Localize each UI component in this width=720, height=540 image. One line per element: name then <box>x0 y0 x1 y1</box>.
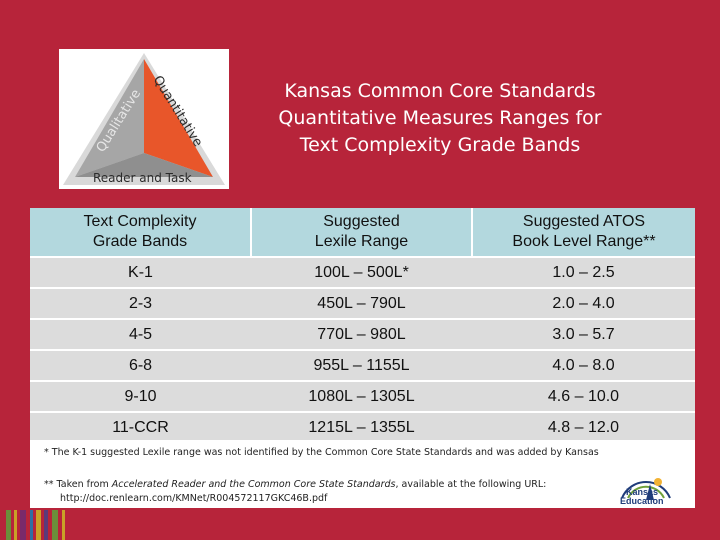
title-line-3: Text Complexity Grade Bands <box>299 134 581 156</box>
table-row: 2-3 450L – 790L 2.0 – 4.0 <box>30 288 695 320</box>
table-row: K-1 100L – 500L* 1.0 – 2.5 <box>30 257 695 289</box>
footnote-source-prefix: ** Taken from <box>44 479 112 490</box>
grade-band-cell: 2-3 <box>30 288 251 320</box>
grade-band-cell: K-1 <box>30 257 251 289</box>
atos-range-cell: 4.0 – 8.0 <box>472 350 695 382</box>
atos-range-cell: 1.0 – 2.5 <box>472 257 695 289</box>
grade-band-cell: 6-8 <box>30 350 251 382</box>
table-row: 9-10 1080L – 1305L 4.6 – 10.0 <box>30 381 695 413</box>
header-text: Suggested ATOS <box>522 213 646 230</box>
atos-range-cell: 2.0 – 4.0 <box>472 288 695 320</box>
table-row: 4-5 770L – 980L 3.0 – 5.7 <box>30 319 695 351</box>
kansas-seal-icon <box>621 478 671 500</box>
page-title: Kansas Common Core Standards Quantitativ… <box>250 78 630 159</box>
header-text: Book Level Range** <box>512 233 656 250</box>
footnote-source-url[interactable]: http://doc.renlearn.com/KMNet/R004572117… <box>60 493 328 504</box>
lexile-ranges-table: Text Complexity Grade Bands Suggested Le… <box>30 208 695 442</box>
lexile-range-cell: 100L – 500L* <box>251 257 472 289</box>
lexile-range-cell: 955L – 1155L <box>251 350 472 382</box>
kansas-logo-line-1: Kansas <box>626 487 659 497</box>
lexile-range-cell: 450L – 790L <box>251 288 472 320</box>
table-header-row: Text Complexity Grade Bands Suggested Le… <box>30 208 695 258</box>
decorative-stripes <box>0 510 130 540</box>
grade-band-cell: 9-10 <box>30 381 251 413</box>
table-row: 6-8 955L – 1155L 4.0 – 8.0 <box>30 350 695 382</box>
atos-range-cell: 4.8 – 12.0 <box>472 412 695 442</box>
grade-band-cell: 11-CCR <box>30 412 251 442</box>
logo-reader-task-text: Reader and Task <box>93 171 192 185</box>
lexile-range-cell: 1215L – 1355L <box>251 412 472 442</box>
header-lexile-range: Suggested Lexile Range <box>251 208 473 258</box>
atos-range-cell: 3.0 – 5.7 <box>472 319 695 351</box>
atos-range-cell: 4.6 – 10.0 <box>472 381 695 413</box>
title-line-1: Kansas Common Core Standards <box>284 80 596 102</box>
header-atos-range: Suggested ATOS Book Level Range** <box>472 208 695 258</box>
header-text: Text Complexity <box>83 213 197 230</box>
header-text: Suggested <box>323 213 400 230</box>
text-complexity-triangle-logo: Qualitative Quantitative Reader and Task <box>59 49 229 189</box>
header-text: Grade Bands <box>92 233 188 250</box>
footnote-source-suffix: , available at the following URL: <box>395 479 547 490</box>
footnote-source-title: Accelerated Reader and the Common Core S… <box>111 479 396 490</box>
grade-band-cell: 4-5 <box>30 319 251 351</box>
footnote-k1: * The K-1 suggested Lexile range was not… <box>44 447 599 458</box>
lexile-range-cell: 1080L – 1305L <box>251 381 472 413</box>
table-row: 11-CCR 1215L – 1355L 4.8 – 12.0 <box>30 412 695 442</box>
title-line-2: Quantitative Measures Ranges for <box>278 107 602 129</box>
header-text: Lexile Range <box>314 233 409 250</box>
lexile-range-cell: 770L – 980L <box>251 319 472 351</box>
triangle-icon: Qualitative Quantitative <box>63 53 225 185</box>
kansas-logo-line-2: Education <box>620 496 664 506</box>
header-grade-bands: Text Complexity Grade Bands <box>30 208 252 258</box>
footnote-source: ** Taken from Accelerated Reader and the… <box>44 478 546 506</box>
footnotes-panel: * The K-1 suggested Lexile range was not… <box>30 440 695 508</box>
